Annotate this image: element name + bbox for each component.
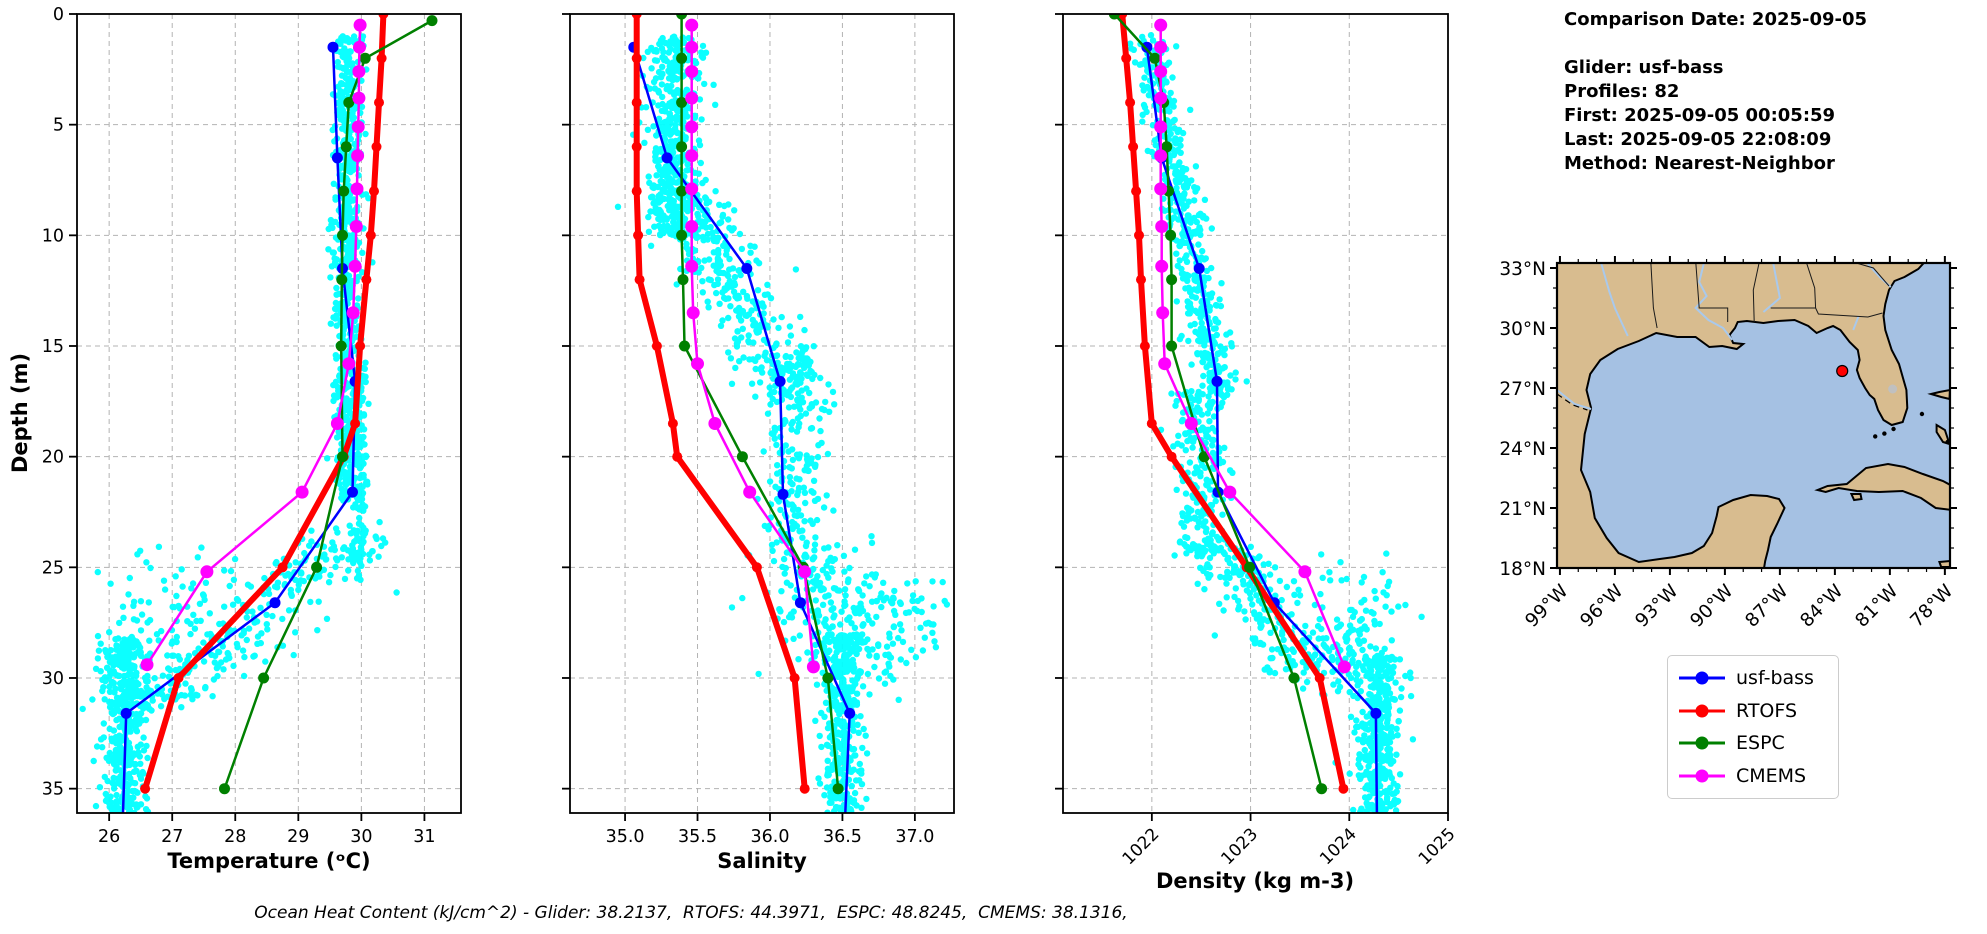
- svg-text:35.0: 35.0: [606, 827, 645, 847]
- map-islet: [1891, 426, 1896, 432]
- map-islet: [1919, 411, 1925, 417]
- legend-item-cmems: CMEMS: [1678, 760, 1828, 793]
- svg-text:35.5: 35.5: [678, 827, 717, 847]
- svg-text:37.0: 37.0: [895, 827, 934, 847]
- info-line-2: Glider: usf-bass: [1564, 57, 1724, 78]
- svg-text:30: 30: [350, 827, 372, 847]
- legend-label: RTOFS: [1736, 699, 1798, 722]
- svg-text:28: 28: [224, 827, 246, 847]
- info-line-1: [1564, 32, 1867, 56]
- gridlines: [570, 13, 954, 813]
- map-state-border: [1854, 263, 1890, 287]
- series-CMEMS: [1154, 18, 1351, 674]
- legend-item-rtofs: RTOFS: [1678, 695, 1828, 728]
- svg-text:36.0: 36.0: [750, 827, 789, 847]
- info-line-3: Profiles: 82: [1564, 81, 1680, 102]
- svg-text:1023: 1023: [1217, 824, 1262, 869]
- svg-text:1025: 1025: [1415, 824, 1460, 869]
- salinity-panel: 35.0 35.5 36.0 36.5 37.0: [562, 13, 955, 847]
- info-line-0: Comparison Date: 2025-09-05: [1564, 9, 1868, 30]
- map-state-border: [1650, 263, 1658, 329]
- map-frame: [1555, 261, 1952, 570]
- legend-line-swatch: [1679, 671, 1725, 685]
- map-river: [1600, 263, 1629, 337]
- x-axis-label-salinity: Salinity: [717, 849, 807, 873]
- svg-text:1024: 1024: [1316, 824, 1361, 869]
- svg-text:20: 20: [42, 448, 64, 468]
- svg-text:35: 35: [42, 780, 64, 800]
- legend: usf-bass RTOFS ESPC CMEMS: [1667, 655, 1839, 799]
- series-usf-bass: [1141, 41, 1382, 813]
- series-CMEMS: [685, 18, 820, 674]
- svg-text:5: 5: [53, 116, 64, 136]
- svg-text:29: 29: [287, 827, 309, 847]
- series-CMEMS: [140, 18, 367, 672]
- map-lake-okeechobee: [1888, 384, 1898, 394]
- x-axis-label-temperature: Temperature (ᵒC): [167, 849, 371, 873]
- density-panel: 1022 1023 1024 1025: [1055, 13, 1460, 869]
- glider-position-marker: [1836, 364, 1849, 378]
- map-land: [1849, 493, 1863, 502]
- map-river: [1557, 389, 1592, 410]
- legend-item-espc: ESPC: [1678, 727, 1828, 760]
- svg-text:1022: 1022: [1119, 824, 1164, 869]
- svg-text:26: 26: [98, 827, 120, 847]
- map-islet: [1882, 431, 1887, 436]
- axes: 1022 1023 1024 1025: [1055, 13, 1460, 869]
- map-islet: [1945, 439, 1950, 445]
- map-state-border: [1806, 263, 1817, 309]
- glider-scatter-cloud: [614, 33, 951, 813]
- map-river: [1852, 315, 1860, 331]
- comparison-info-block: Comparison Date: 2025-09-05 Glider: usf-…: [1564, 8, 1867, 176]
- axes: 26 27 28 29 30 31 0 5 10 15 20 25 30 35: [42, 5, 462, 847]
- temperature-panel: 26 27 28 29 30 31 0 5 10 15 20 25 30 35: [42, 5, 462, 847]
- map-state-border: [1695, 263, 1729, 322]
- map-land: [1938, 559, 1950, 568]
- svg-text:10: 10: [42, 226, 64, 246]
- y-axis-label-depth: Depth (m): [8, 352, 32, 474]
- map-river: [1762, 263, 1781, 313]
- glider-scatter-cloud: [1127, 32, 1425, 813]
- legend-line-swatch: [1679, 704, 1725, 718]
- series-RTOFS: [631, 14, 810, 794]
- info-line-5: Last: 2025-09-05 22:08:09: [1564, 129, 1832, 150]
- map-river: [1694, 263, 1733, 341]
- map-land: [1557, 263, 1926, 568]
- svg-text:31: 31: [413, 827, 435, 847]
- svg-text:0: 0: [53, 5, 64, 25]
- ocean-heat-content-caption: Ocean Heat Content (kJ/cm^2) - Glider: 3…: [254, 903, 1128, 923]
- info-line-6: Method: Nearest-Neighbor: [1564, 153, 1835, 174]
- axes: 35.0 35.5 36.0 36.5 37.0: [562, 13, 955, 847]
- svg-text:27: 27: [161, 827, 183, 847]
- map-state-border: [1752, 263, 1760, 323]
- svg-text:15: 15: [42, 337, 64, 357]
- svg-text:36.5: 36.5: [823, 827, 862, 847]
- map-state-border: [1770, 307, 1883, 318]
- series-ESPC: [219, 15, 438, 795]
- series-ESPC: [676, 14, 844, 795]
- svg-text:25: 25: [42, 558, 64, 578]
- map-land: [1814, 462, 1950, 511]
- legend-line-swatch: [1679, 736, 1725, 750]
- x-axis-label-density: Density (kg m-3): [1155, 869, 1355, 893]
- map-panel: 33°N30°N27°N24°N21°N18°N99°W 96°W 93°W 90°W…: [1499, 256, 1957, 632]
- map-islet: [1873, 434, 1878, 439]
- legend-label: ESPC: [1736, 732, 1785, 755]
- series-usf-bass: [628, 41, 856, 813]
- legend-label: CMEMS: [1736, 764, 1807, 787]
- series-usf-bass: [120, 41, 361, 813]
- svg-text:30: 30: [42, 669, 64, 689]
- legend-line-swatch: [1679, 769, 1725, 783]
- info-line-4: First: 2025-09-05 00:05:59: [1564, 105, 1836, 126]
- legend-label: usf-bass: [1736, 667, 1814, 690]
- legend-item-usf-bass: usf-bass: [1678, 662, 1828, 695]
